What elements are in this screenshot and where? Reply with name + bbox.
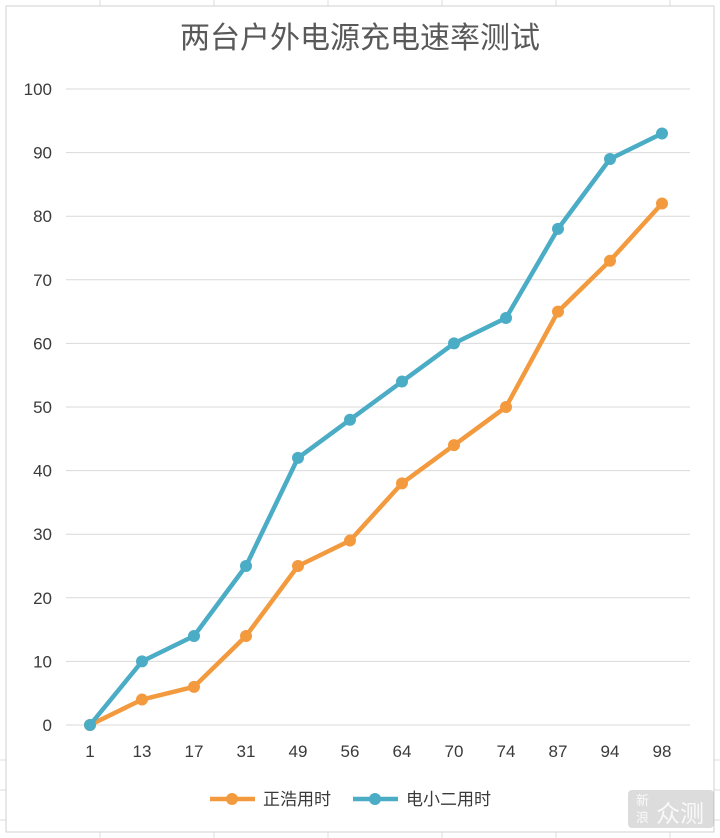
watermark-site-bottom: 浪 [636,811,649,826]
x-tick-label: 70 [445,742,464,761]
y-tick-label: 100 [24,80,52,99]
y-tick-label: 60 [33,334,52,353]
data-point [656,197,668,210]
y-tick-label: 80 [33,207,52,226]
data-point [552,222,564,235]
chart-title: 两台户外电源充电速率测试 [180,21,540,56]
data-point [604,254,616,267]
y-tick-label: 20 [33,589,52,608]
series-1 [84,197,668,731]
x-tick-label: 87 [549,742,568,761]
y-tick-label: 10 [33,652,52,671]
data-point [500,311,512,324]
data-point [448,337,460,350]
data-point [500,401,512,413]
watermark: 新 浪 众测 [628,790,714,828]
data-point [188,629,200,642]
series-lines [84,127,668,731]
series-line [87,201,665,728]
y-axis-ticks: 0 10 20 30 40 50 60 70 80 90 100 [24,80,52,735]
x-tick-label: 98 [653,742,672,761]
watermark-backdrop [628,790,714,828]
series-line [87,131,665,728]
data-point [344,534,356,547]
chart-area [5,5,715,833]
data-point [396,375,408,388]
data-point [344,413,356,426]
x-tick-label: 31 [237,742,256,761]
x-tick-label: 49 [289,742,308,761]
x-tick-label: 56 [341,742,360,761]
data-point [604,152,616,165]
legend-label: 正浩用时 [263,790,331,810]
x-tick-label: 64 [393,742,412,761]
x-axis-ticks: 1 13 17 31 49 56 64 70 74 87 94 98 [85,742,671,761]
x-tick-label: 13 [133,742,152,761]
data-point [136,655,148,668]
x-tick-label: 1 [85,742,94,761]
data-point [292,451,304,464]
legend-item: 电小二用时 [353,790,491,810]
data-point [292,560,304,572]
data-point [240,629,252,642]
y-tick-label: 90 [33,144,52,163]
data-point [448,439,460,452]
data-point [188,680,200,693]
data-point [656,127,668,140]
data-point [552,305,564,318]
y-tick-label: 40 [33,462,52,481]
y-tick-label: 70 [33,271,52,290]
legend-item: 正浩用时 [210,790,331,810]
x-tick-label: 94 [601,742,620,761]
chart-gridlines [66,88,690,726]
y-tick-label: 50 [33,398,52,417]
legend-marker [226,793,238,805]
x-tick-label: 17 [185,742,204,761]
legend-label: 电小二用时 [406,790,491,810]
data-point [84,719,96,731]
x-tick-label: 74 [497,742,516,761]
legend: 正浩用时 电小二用时 [210,790,491,810]
watermark-brand: 众测 [656,800,704,828]
y-tick-label: 0 [43,716,52,735]
legend-marker [369,793,381,805]
y-tick-label: 30 [33,525,52,544]
data-point [240,560,252,572]
data-point [396,477,408,490]
watermark-site-top: 新 [636,793,649,809]
data-point [136,693,148,706]
series-2 [84,127,668,731]
